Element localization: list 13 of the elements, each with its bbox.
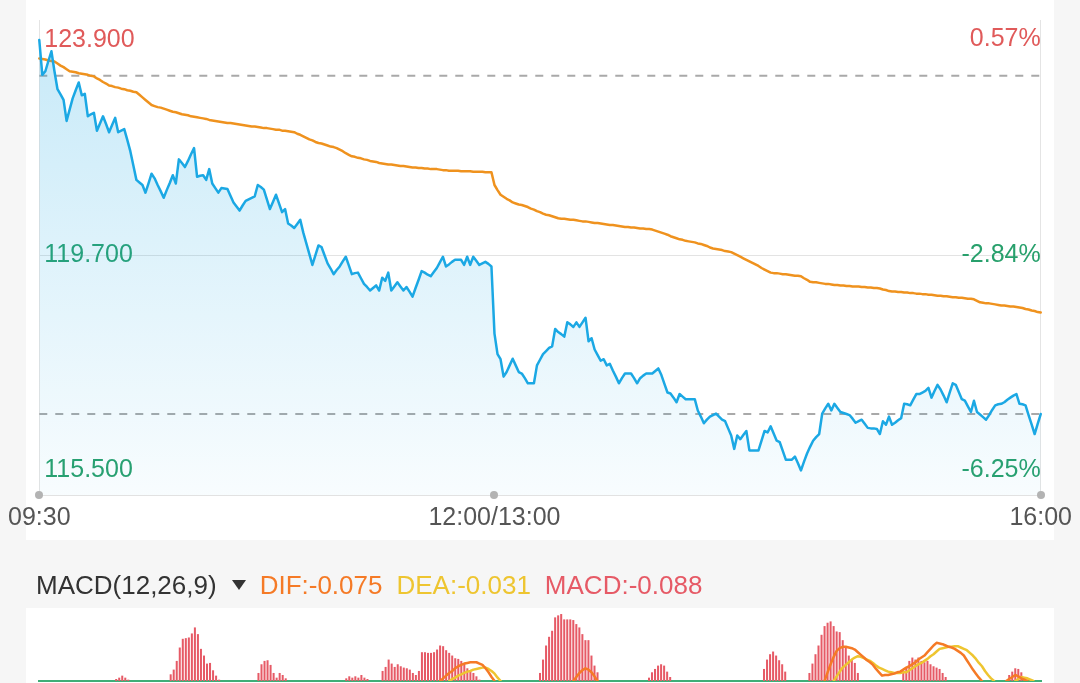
x-tick-label: 09:30	[8, 501, 71, 530]
y-tick-label: 119.700	[44, 239, 133, 268]
y2-tick-label: 0.57%	[969, 23, 1041, 52]
y-tick-label: 123.900	[44, 23, 135, 52]
y2-tick-label: -2.84%	[961, 238, 1041, 267]
y2-tick-label: -6.25%	[961, 454, 1041, 483]
text: DEA:-0.031	[396, 569, 531, 602]
series-label: MACD:-0.088	[544, 569, 703, 602]
chart-title: MACD(12,26,9)	[36, 569, 217, 602]
text: DIF:-0.075	[259, 569, 383, 602]
x-tick-label: 16:00	[1009, 501, 1072, 530]
y-tick-label: 115.500	[44, 454, 133, 483]
x-tick-label: 12:00/13:00	[428, 501, 561, 530]
